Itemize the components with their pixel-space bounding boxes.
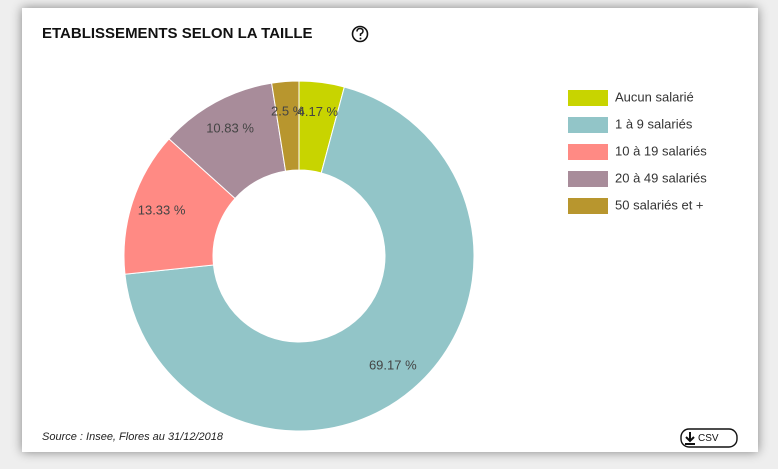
csv-border bbox=[680, 428, 738, 448]
legend-label: 1 à 9 salariés bbox=[615, 116, 693, 131]
source: Source : Insee, Flores au 31/12/2018 bbox=[42, 431, 224, 443]
help-circle bbox=[351, 25, 369, 43]
legend-swatch bbox=[568, 144, 608, 160]
slice-label: 13.33 % bbox=[138, 203, 186, 218]
legend-swatch bbox=[568, 198, 608, 214]
legend-swatch bbox=[568, 171, 608, 187]
download-icon bbox=[685, 432, 695, 445]
help-dot bbox=[359, 37, 362, 40]
help-mark bbox=[356, 27, 364, 36]
csv-label: CSV bbox=[698, 433, 719, 444]
csv-button[interactable]: CSV bbox=[680, 428, 738, 448]
legend-swatch bbox=[568, 117, 608, 133]
donut-slice bbox=[124, 86, 475, 432]
help-icon[interactable] bbox=[351, 25, 369, 43]
legend-label: 20 à 49 salariés bbox=[615, 170, 707, 185]
slice-label: 69.17 % bbox=[369, 357, 417, 372]
slice-label: 10.83 % bbox=[206, 120, 254, 135]
legend-label: Aucun salarié bbox=[615, 89, 694, 104]
slice-label: 4.17 % bbox=[298, 104, 339, 119]
donut-slice bbox=[271, 80, 300, 172]
legend-label: 10 à 19 salariés bbox=[615, 143, 707, 158]
chart-title: ETABLISSEMENTS SELON LA TAILLE bbox=[42, 25, 313, 42]
slice-label: 2.5 % bbox=[271, 103, 305, 118]
legend-label: 50 salariés et + bbox=[615, 197, 704, 212]
legend-swatch bbox=[568, 90, 608, 106]
